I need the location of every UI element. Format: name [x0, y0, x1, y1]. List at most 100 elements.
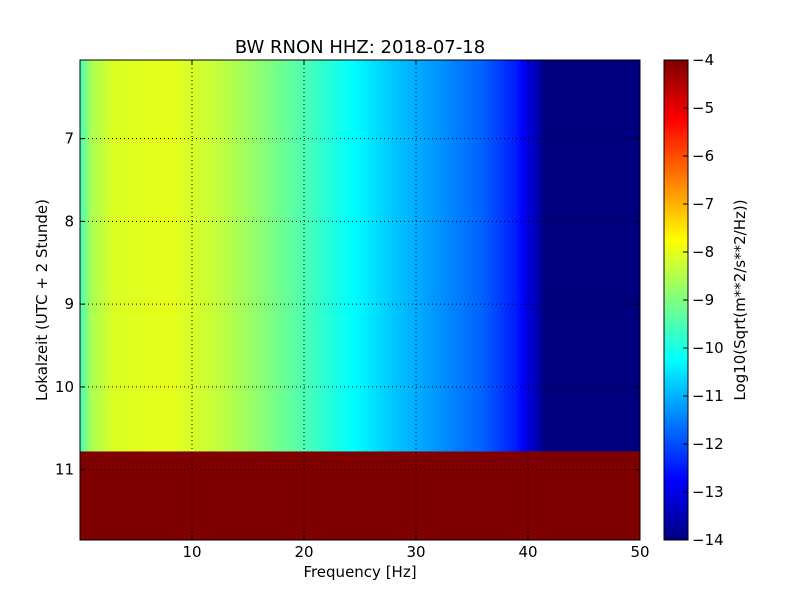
- heatmap-cell: [197, 60, 200, 452]
- heatmap-cell: [161, 60, 164, 452]
- heatmap-cell: [84, 60, 86, 452]
- heatmap-cell: [617, 60, 620, 452]
- heatmap-cell: [204, 60, 206, 452]
- heatmap-cell: [178, 60, 181, 452]
- heatmap-cell: [594, 60, 596, 452]
- heatmap-cell: [186, 60, 188, 452]
- heatmap-cell: [433, 60, 436, 452]
- colorbar-tick-label: −11: [692, 387, 724, 405]
- heatmap-cell: [585, 60, 587, 452]
- heatmap-cell: [510, 60, 512, 452]
- heatmap-cell: [367, 60, 370, 452]
- heatmap-cell: [632, 60, 634, 452]
- heatmap-cell: [631, 60, 633, 452]
- x-tick-label: 50: [630, 543, 649, 561]
- heatmap-cell: [430, 60, 433, 452]
- heatmap-cell: [104, 60, 107, 452]
- heatmap-cell: [496, 60, 499, 452]
- heatmap-cell: [132, 60, 135, 452]
- heatmap-cell: [437, 60, 439, 452]
- heatmap-cell: [364, 60, 366, 452]
- colorbar-label: Log10(Sqrt(m**2/s**2/Hz)): [731, 199, 749, 400]
- heatmap-cell: [93, 60, 95, 452]
- heatmap-cell: [280, 60, 282, 452]
- heatmap-cell: [300, 60, 303, 452]
- heatmap-cell: [544, 60, 547, 452]
- heatmap-cell: [567, 60, 569, 452]
- heatmap-cell: [149, 60, 151, 452]
- heatmap-cell: [597, 60, 599, 452]
- heatmap-cell: [487, 60, 490, 452]
- heatmap-cell: [491, 60, 493, 452]
- heatmap-cell: [409, 60, 411, 452]
- heatmap-cell: [435, 60, 437, 452]
- heatmap-cell: [156, 60, 158, 452]
- heatmap-cell: [139, 60, 141, 452]
- heatmap-cell: [606, 60, 608, 452]
- heatmap-cell: [289, 60, 291, 452]
- heatmap-cell: [242, 60, 244, 452]
- colorbar-tick-label: −12: [692, 435, 724, 453]
- heatmap-cell: [119, 60, 121, 452]
- heatmap-cell: [408, 60, 410, 452]
- heatmap-cell: [212, 60, 214, 452]
- heatmap-cell: [311, 60, 314, 452]
- heatmap-cell: [439, 60, 442, 452]
- heatmap-cell: [549, 60, 551, 452]
- heatmap-cell: [618, 60, 621, 452]
- heatmap-cell: [164, 60, 166, 452]
- heatmap-cell: [612, 60, 614, 452]
- heatmap-cell: [209, 60, 212, 452]
- heatmap-cell: [613, 60, 615, 452]
- heatmap-cell: [601, 60, 604, 452]
- heatmap-cell: [94, 60, 97, 452]
- heatmap-cell: [235, 60, 238, 452]
- heatmap-cell: [324, 60, 326, 452]
- heatmap-cell: [160, 60, 163, 452]
- heatmap-cell: [185, 60, 187, 452]
- heatmap-cell: [568, 60, 570, 452]
- heatmap-cell: [328, 60, 331, 452]
- heatmap-cell: [533, 60, 536, 452]
- heatmap-cell: [410, 60, 412, 452]
- heatmap-cell: [310, 60, 313, 452]
- heatmap-cell: [498, 60, 501, 452]
- heatmap-cell: [465, 60, 467, 452]
- heatmap-cell: [482, 60, 484, 452]
- heatmap-cell: [189, 60, 192, 452]
- heatmap-cell: [542, 60, 545, 452]
- heatmap-cell: [608, 60, 611, 452]
- heatmap-cell: [541, 60, 543, 452]
- heatmap-cell: [241, 60, 243, 452]
- heatmap-cell: [622, 60, 624, 452]
- x-tick-label: 10: [182, 543, 201, 561]
- heatmap-cell: [208, 60, 211, 452]
- heatmap-cell: [412, 60, 415, 452]
- heatmap-cell: [579, 60, 582, 452]
- heatmap-cell: [440, 60, 443, 452]
- heatmap-cell: [503, 60, 505, 452]
- heatmap-cell: [451, 60, 454, 452]
- heatmap-cell: [416, 60, 418, 452]
- heatmap-cell: [102, 60, 104, 452]
- heatmap-cell: [497, 60, 500, 452]
- heatmap-cell: [638, 60, 640, 452]
- colorbar-tick-label: −9: [692, 291, 714, 309]
- heatmap-cell: [270, 60, 272, 452]
- heatmap-cell: [171, 60, 174, 452]
- heatmap-cell: [528, 60, 530, 452]
- heatmap-cell: [138, 60, 140, 452]
- heatmap-cell: [390, 60, 392, 452]
- heatmap-cell: [363, 60, 365, 452]
- heatmap-cell: [106, 60, 109, 452]
- heatmap-cell: [560, 60, 562, 452]
- heatmap-cell: [181, 60, 184, 452]
- heatmap-cell: [278, 60, 280, 452]
- heatmap-cell: [140, 60, 142, 452]
- heatmap-cell: [392, 60, 394, 452]
- y-tick-label: 9: [64, 295, 74, 313]
- axes: 10 20 30 40 50 7 8 9 10 11: [55, 60, 650, 561]
- heatmap-cell: [466, 60, 468, 452]
- heatmap-cell: [458, 60, 461, 452]
- heatmap-cell: [262, 60, 265, 452]
